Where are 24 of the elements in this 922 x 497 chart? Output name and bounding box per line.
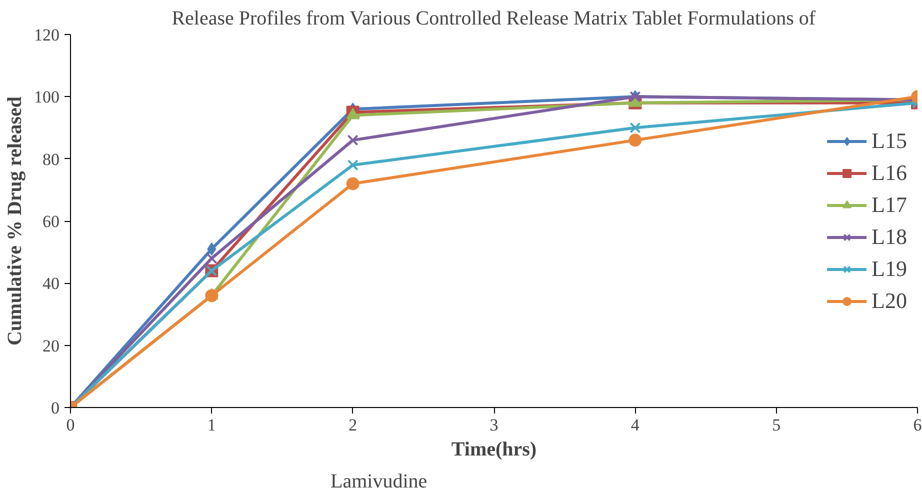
y-axis-title: Cumulative % Drug released [4, 96, 26, 346]
y-tick-label: 80 [42, 150, 60, 169]
legend-label: L19 [872, 256, 907, 282]
x-axis-title: Time(hrs) [451, 438, 537, 460]
x-tick-label: 1 [207, 416, 216, 434]
y-tick-label: 100 [34, 88, 60, 107]
chart-title: Release Profiles from Various Controlled Release Matrix Tablet Formulations of [172, 8, 816, 30]
y-tick-label: 120 [34, 26, 60, 44]
legend-label: L15 [872, 128, 907, 154]
y-tick-label: 20 [42, 336, 60, 356]
x-tick-label: 3 [490, 416, 498, 434]
legend-label: L16 [872, 160, 907, 186]
x-tick-label: 2 [348, 416, 358, 434]
legend-label: L20 [872, 288, 907, 314]
x-tick-label: 4 [630, 416, 640, 434]
y-tick-label: 60 [42, 212, 60, 231]
x-tick-label: 0 [66, 416, 75, 434]
y-tick-label: 0 [51, 398, 60, 418]
x-tick-label: 5 [772, 416, 781, 434]
legend-label: L17 [872, 192, 907, 218]
text: Lamivudine [330, 470, 428, 492]
x-tick-label: 6 [913, 416, 922, 434]
legend-label: L18 [872, 224, 907, 250]
y-tick-label: 40 [42, 274, 60, 294]
